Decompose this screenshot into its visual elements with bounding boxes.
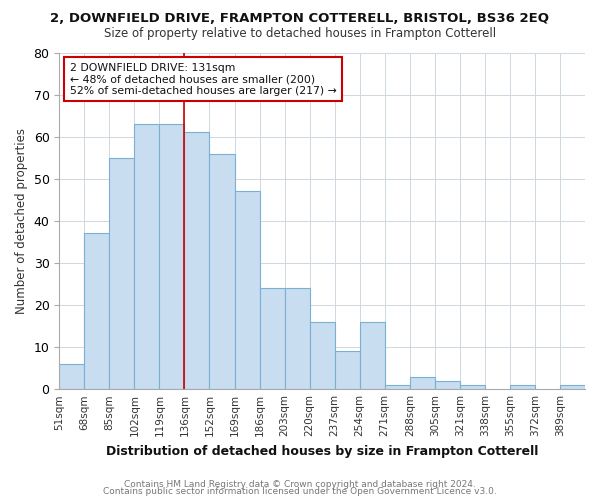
Bar [510, 385, 535, 389]
Bar [385, 385, 410, 389]
Bar [235, 192, 260, 389]
Text: Size of property relative to detached houses in Frampton Cotterell: Size of property relative to detached ho… [104, 28, 496, 40]
Bar [184, 132, 209, 389]
Bar [160, 124, 184, 389]
Bar [335, 352, 359, 389]
Bar [410, 376, 435, 389]
Text: 2, DOWNFIELD DRIVE, FRAMPTON COTTERELL, BRISTOL, BS36 2EQ: 2, DOWNFIELD DRIVE, FRAMPTON COTTERELL, … [50, 12, 550, 26]
Bar [59, 364, 85, 389]
Bar [359, 322, 385, 389]
Bar [209, 154, 235, 389]
Bar [460, 385, 485, 389]
X-axis label: Distribution of detached houses by size in Frampton Cotterell: Distribution of detached houses by size … [106, 444, 538, 458]
Text: Contains HM Land Registry data © Crown copyright and database right 2024.: Contains HM Land Registry data © Crown c… [124, 480, 476, 489]
Bar [560, 385, 585, 389]
Text: Contains public sector information licensed under the Open Government Licence v3: Contains public sector information licen… [103, 487, 497, 496]
Bar [134, 124, 160, 389]
Bar [435, 381, 460, 389]
Bar [85, 234, 109, 389]
Bar [260, 288, 284, 389]
Bar [310, 322, 335, 389]
Bar [284, 288, 310, 389]
Y-axis label: Number of detached properties: Number of detached properties [15, 128, 28, 314]
Text: 2 DOWNFIELD DRIVE: 131sqm
← 48% of detached houses are smaller (200)
52% of semi: 2 DOWNFIELD DRIVE: 131sqm ← 48% of detac… [70, 62, 337, 96]
Bar [109, 158, 134, 389]
